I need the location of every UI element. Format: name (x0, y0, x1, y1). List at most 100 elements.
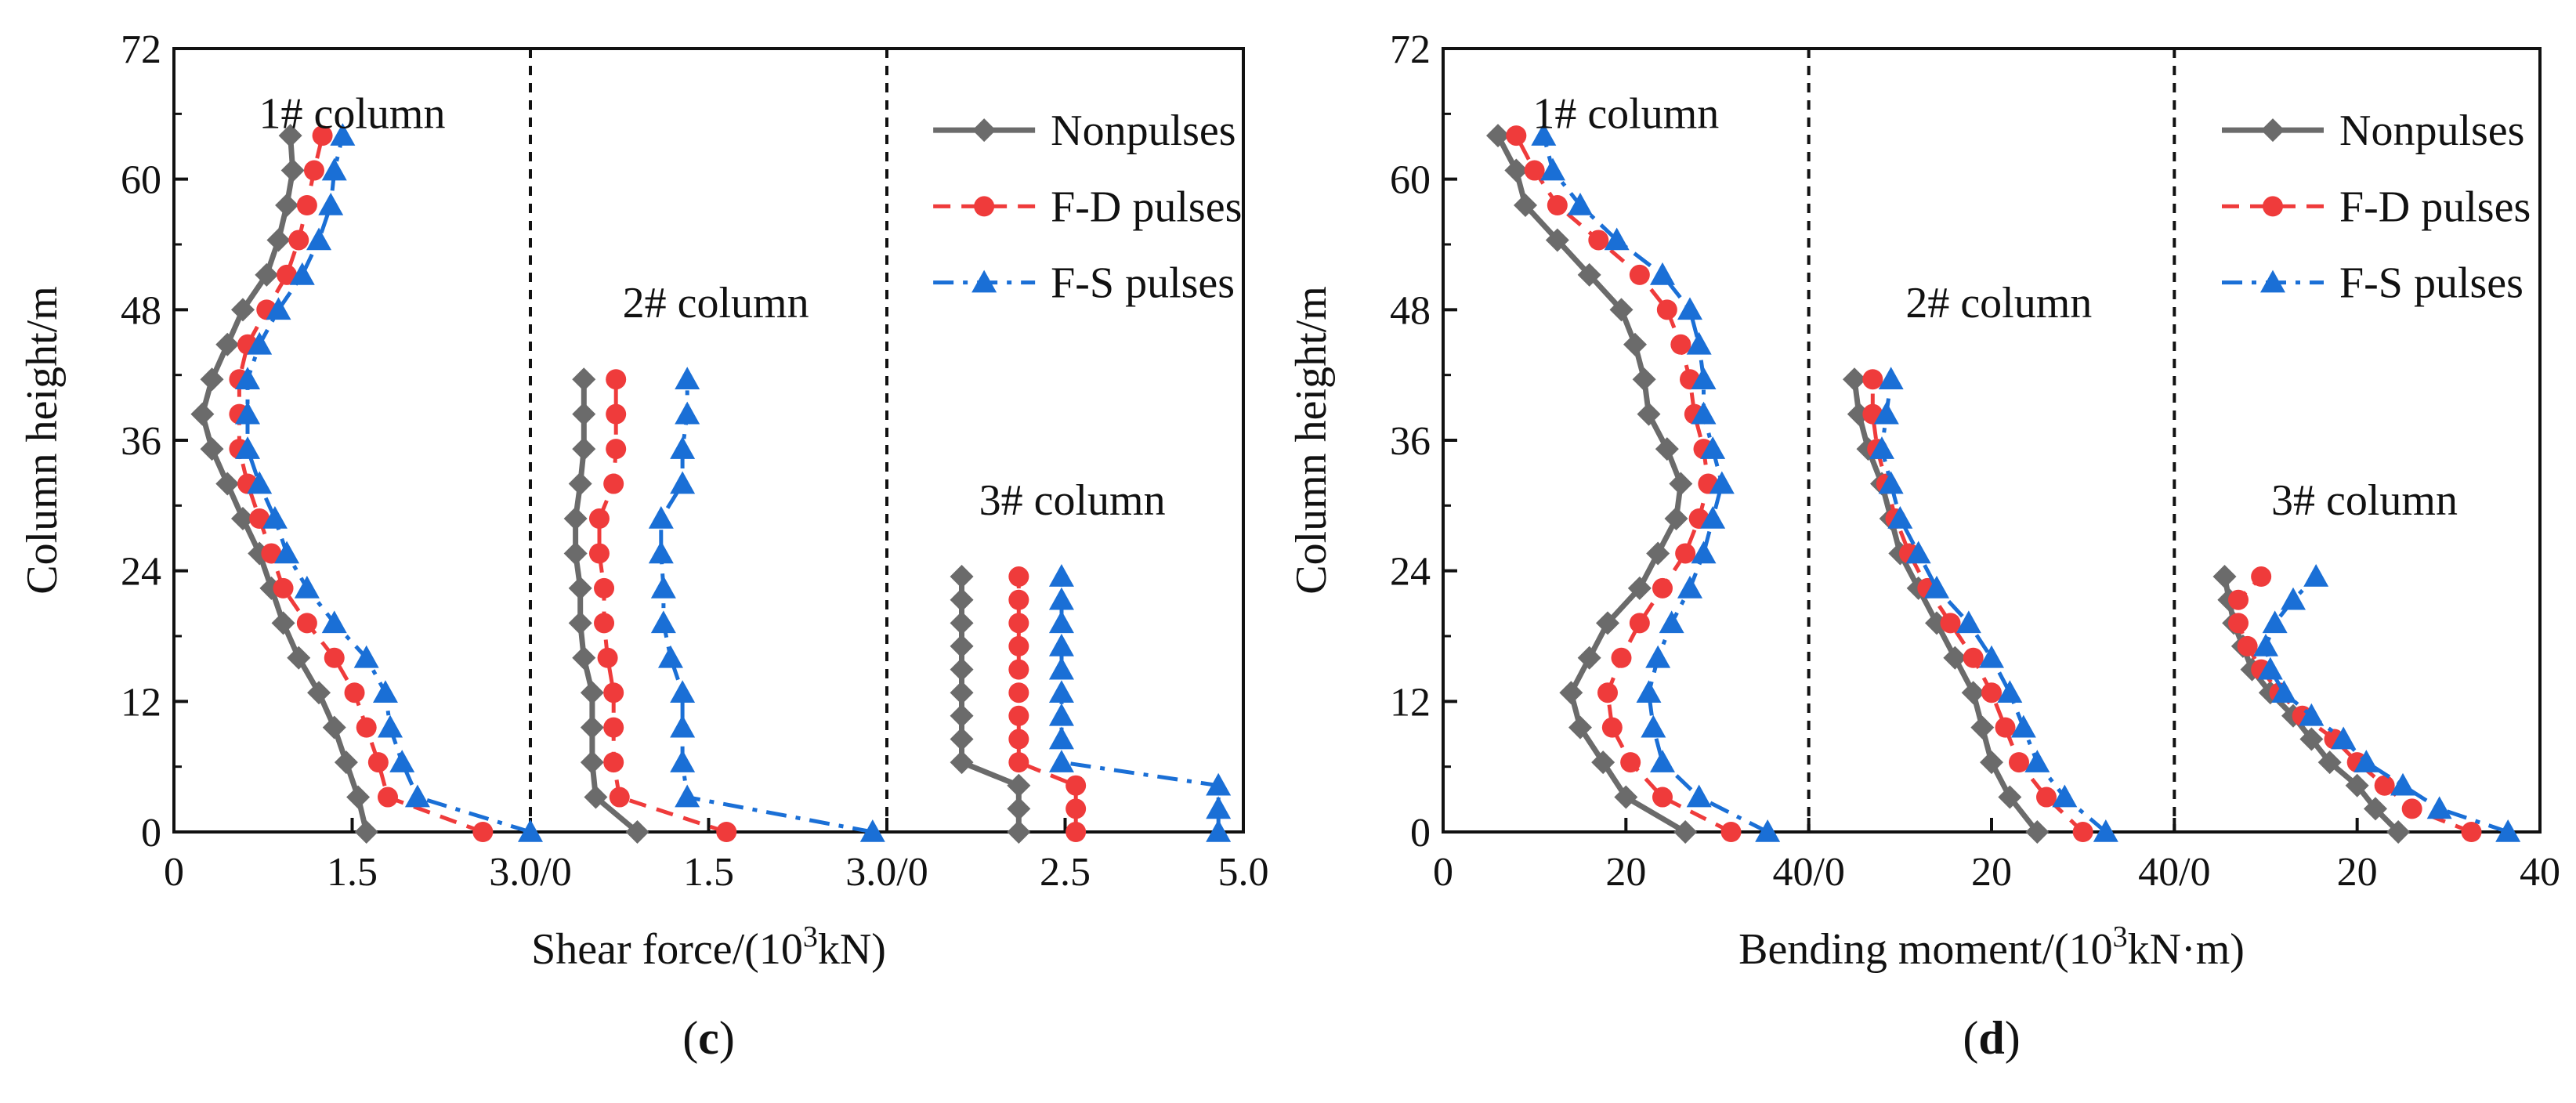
data-point-fs (675, 401, 700, 425)
y-tick-label: 36 (1390, 419, 1431, 464)
data-point-fd (296, 195, 317, 215)
data-point-fs (262, 506, 288, 529)
data-point-nonpulses (1545, 228, 1569, 252)
data-point-fs (1691, 401, 1717, 425)
series-line-fd (237, 135, 484, 834)
data-point-nonpulses (280, 158, 305, 183)
data-point-fs (2390, 772, 2415, 796)
data-point-fd (312, 125, 333, 146)
data-point-nonpulses (2345, 773, 2369, 797)
data-point-nonpulses (346, 785, 371, 809)
data-point-fs (1641, 714, 1666, 738)
data-point-fs (670, 750, 696, 772)
data-point-fs (1048, 680, 1074, 703)
data-point-nonpulses (1673, 820, 1698, 844)
data-point-fs (1755, 819, 1781, 842)
data-point-fd (1629, 264, 1650, 285)
data-point-fs (389, 750, 415, 772)
data-point-fd (603, 717, 624, 738)
y-tick-label: 12 (1390, 680, 1431, 725)
subplot-2-column: 2# column (563, 279, 885, 844)
data-point-fd (303, 160, 324, 181)
data-point-nonpulses (1970, 715, 1995, 740)
data-point-fs (2331, 726, 2357, 750)
data-point-fs (650, 610, 676, 634)
data-point-nonpulses (950, 681, 974, 705)
series-line-fd (1870, 379, 2085, 834)
data-point-nonpulses (580, 681, 604, 705)
data-point-fd (606, 439, 627, 460)
data-point-nonpulses (572, 437, 596, 461)
data-point-fs (2281, 587, 2306, 610)
data-point-fs (1048, 587, 1074, 610)
data-point-nonpulses (950, 565, 974, 589)
legend-label-fd: F-D pulses (1051, 183, 1242, 231)
data-point-nonpulses (1577, 262, 1601, 287)
legend-label-nonpulses: Nonpulses (2339, 107, 2524, 155)
data-point-fd (378, 787, 398, 808)
data-point-nonpulses (950, 727, 974, 751)
data-point-fs (1568, 193, 1593, 215)
data-point-fs (1869, 436, 1894, 459)
data-point-fs (1979, 645, 2004, 668)
data-point-fd (2374, 775, 2395, 796)
data-point-nonpulses (1669, 472, 1693, 496)
data-point-fs (1691, 541, 1717, 564)
y-tick-label: 48 (1390, 288, 1431, 333)
data-point-fs (657, 645, 683, 668)
data-point-nonpulses (1627, 576, 1652, 600)
y-axis-label: Column height/m (18, 286, 67, 595)
data-point-nonpulses (1007, 820, 1031, 844)
data-point-nonpulses (950, 611, 974, 635)
data-point-nonpulses (322, 715, 346, 740)
data-point-fd (1065, 798, 1087, 819)
data-point-fd (2036, 787, 2057, 808)
x-tick-label: 40/0 (2138, 850, 2210, 895)
data-point-nonpulses (1514, 193, 1537, 217)
legend-marker-fs (971, 269, 997, 293)
legend-label-fd: F-D pulses (2339, 183, 2531, 231)
data-point-fd (1065, 822, 1087, 842)
data-point-fd (1656, 299, 1677, 320)
data-point-fs (670, 680, 696, 703)
data-point-fs (1878, 367, 1904, 390)
data-point-nonpulses (1504, 158, 1529, 183)
data-point-nonpulses (230, 507, 255, 530)
data-point-fd (344, 682, 365, 703)
data-point-nonpulses (190, 402, 215, 426)
data-point-fd (367, 752, 389, 773)
data-point-fs (321, 157, 347, 181)
data-point-fs (648, 506, 674, 529)
data-point-fd (1506, 125, 1527, 146)
data-point-nonpulses (1609, 298, 1634, 322)
data-point-nonpulses (1591, 750, 1615, 775)
data-point-fs (1650, 262, 1675, 285)
data-point-nonpulses (1007, 773, 1031, 797)
data-point-fd (1008, 705, 1029, 726)
data-point-fs (2271, 680, 2297, 703)
data-point-nonpulses (584, 785, 608, 809)
data-point-fd (1629, 613, 1650, 634)
data-point-nonpulses (950, 634, 974, 658)
data-point-nonpulses (200, 367, 224, 392)
data-point-nonpulses (1577, 646, 1601, 670)
legend-marker-fs (2260, 269, 2285, 293)
data-point-fs (1604, 227, 1630, 251)
series-line-fd (1016, 577, 1078, 832)
series-line-fs (1059, 577, 1221, 832)
series-line-nonpulses (959, 577, 1022, 832)
data-point-fs (1709, 471, 1735, 494)
data-point-nonpulses (580, 715, 604, 740)
data-point-nonpulses (2299, 727, 2324, 751)
data-point-fd (1008, 635, 1029, 656)
data-point-fd (603, 473, 624, 494)
column-title-3: 3# column (979, 476, 1166, 525)
data-point-nonpulses (1943, 646, 1967, 670)
column-title-1: 1# column (1532, 89, 1719, 138)
data-point-nonpulses (287, 646, 311, 670)
legend-label-nonpulses: Nonpulses (1051, 107, 1236, 155)
data-point-nonpulses (255, 262, 279, 287)
data-point-fd (1008, 589, 1029, 610)
data-point-fd (603, 752, 624, 773)
data-point-fs (1700, 506, 1726, 529)
